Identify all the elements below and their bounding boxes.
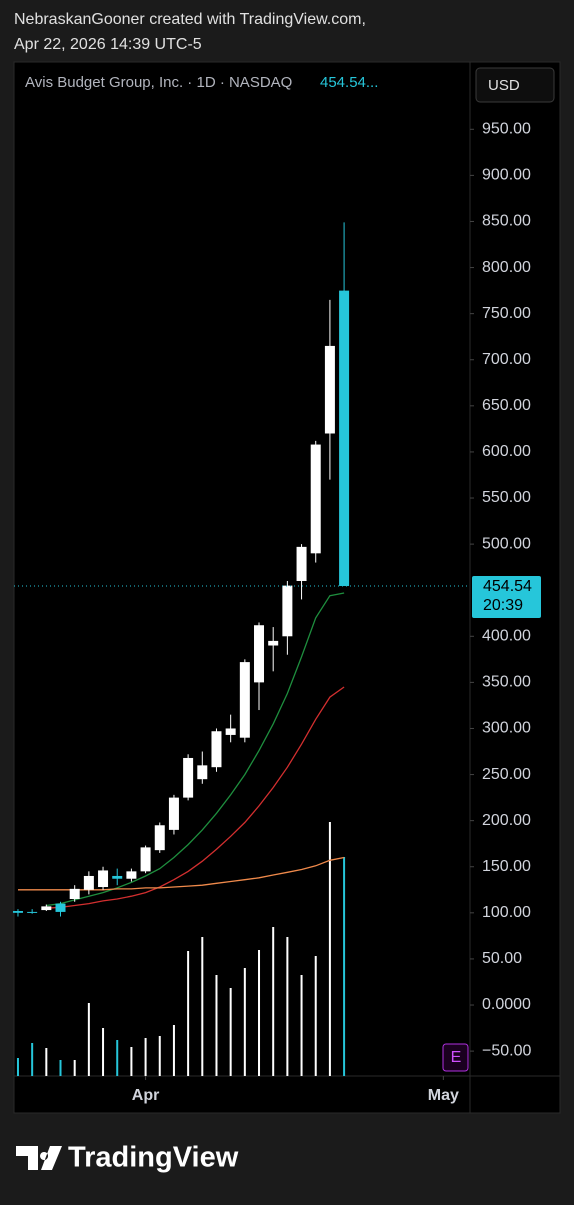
y-tick-label: 350.00 [482, 674, 531, 691]
candle-body [69, 888, 80, 900]
candle-body [168, 797, 179, 830]
earnings-icon[interactable] [442, 1043, 469, 1072]
candle-body [98, 870, 109, 888]
date-line: Apr 22, 2026 14:39 UTC-5 [14, 36, 202, 53]
volume-bar [328, 822, 331, 1076]
volume-bar [300, 975, 303, 1076]
candle-body [154, 825, 165, 851]
price-label: 454.54 [483, 578, 532, 595]
y-tick-label: 50.00 [482, 950, 522, 967]
volume-bar [201, 937, 204, 1076]
candle-body [41, 906, 52, 911]
volume-bar [130, 1047, 133, 1076]
y-tick-label: 100.00 [482, 904, 531, 921]
volume-bar [73, 1060, 76, 1076]
volume-bar [286, 937, 289, 1076]
moving-average [46, 592, 345, 907]
x-tick-label: Apr [132, 1087, 160, 1104]
y-tick-label: 950.00 [482, 121, 531, 138]
candle-body [112, 875, 123, 879]
candle-body [310, 444, 321, 554]
volume-bar [31, 1043, 34, 1076]
volume-bar [258, 950, 261, 1076]
volume-bar [87, 1003, 90, 1076]
candle-body [211, 731, 222, 768]
volume-bar [16, 1058, 19, 1076]
y-tick-label: 900.00 [482, 167, 531, 184]
earnings-icon-label[interactable]: E [451, 1049, 462, 1066]
volume-bar [314, 956, 317, 1076]
volume-bar [343, 857, 346, 1076]
candle-body [268, 640, 279, 646]
volume-bar [116, 1040, 119, 1076]
volume-bar [158, 1036, 161, 1076]
candle-body [140, 847, 151, 872]
countdown-label: 20:39 [483, 597, 523, 614]
y-tick-label: 500.00 [482, 535, 531, 552]
candle-body [339, 290, 350, 587]
price-label-box [472, 576, 541, 619]
volume-bar [59, 1060, 62, 1076]
y-tick-label: 200.00 [482, 812, 531, 829]
volume-bar [215, 975, 218, 1076]
candle-body [324, 345, 335, 434]
volume-bar [272, 927, 275, 1076]
volume-bar [172, 1025, 175, 1076]
candle-body [225, 728, 236, 735]
volume-bar [229, 988, 232, 1076]
y-tick-label: 650.00 [482, 397, 531, 414]
y-tick-label: 250.00 [482, 766, 531, 783]
x-tick-label: May [428, 1087, 459, 1104]
currency-button[interactable] [475, 67, 555, 103]
candle-body [27, 911, 38, 913]
volume-bar [45, 1048, 48, 1076]
y-tick-label: 800.00 [482, 259, 531, 276]
candle-body [254, 625, 265, 683]
volume-bar [102, 1028, 105, 1076]
last-price: 454.54... [320, 74, 378, 91]
moving-average [46, 686, 345, 909]
currency-label[interactable]: USD [488, 77, 520, 94]
y-tick-label: 850.00 [482, 213, 531, 230]
y-tick-label: −50.00 [482, 1042, 531, 1059]
volume-bar [187, 951, 190, 1076]
plot: 950.00 900.00 850.00 800.00 750.00 700.00 650.… [12, 121, 541, 1104]
y-tick-label: 700.00 [482, 351, 531, 368]
brand-logo [16, 1146, 62, 1170]
chart-title: Avis Budget Group, Inc. · 1D · NASDAQ [25, 74, 292, 91]
y-tick-label: 550.00 [482, 489, 531, 506]
y-tick-label: 150.00 [482, 858, 531, 875]
candle-body [55, 903, 66, 912]
y-tick-label: 300.00 [482, 720, 531, 737]
volume-bar [243, 968, 246, 1076]
candle-body [183, 757, 194, 798]
y-tick-label: 600.00 [482, 443, 531, 460]
candle-body [197, 765, 208, 780]
y-tick-label: 400.00 [482, 628, 531, 645]
candle-body [12, 910, 23, 913]
volume-bar [144, 1038, 147, 1076]
candle-body [282, 585, 293, 637]
brand-name: TradingView [68, 1142, 239, 1174]
author-line: NebraskanGooner created with TradingView… [14, 11, 366, 28]
candle-body [296, 546, 307, 581]
y-tick-label: 750.00 [482, 305, 531, 322]
y-tick-label: 0.0000 [482, 996, 531, 1013]
candle-body [83, 875, 94, 890]
candle-body [126, 871, 137, 879]
candle-body [239, 662, 250, 738]
